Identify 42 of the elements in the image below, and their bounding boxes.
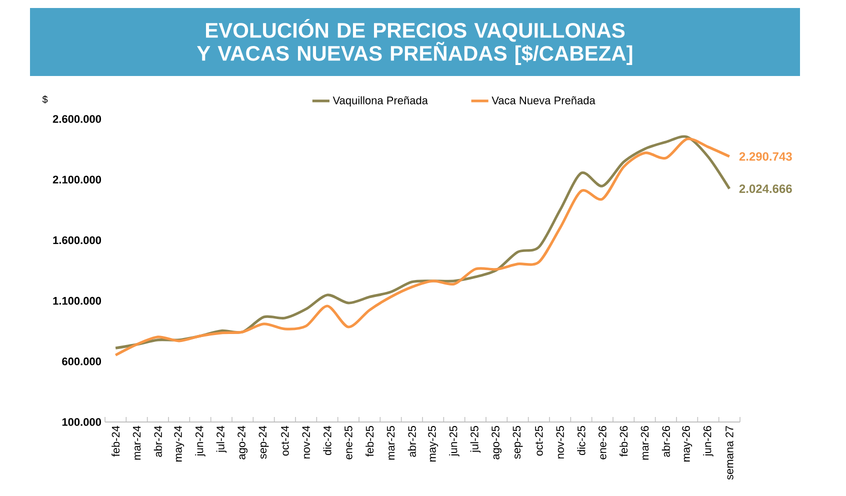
y-axis-title: $	[42, 95, 48, 104]
y-tick-label: 1.100.000	[53, 296, 102, 305]
legend-label: Vaca Nueva Preñada	[492, 96, 596, 104]
x-tick-label: mar-24	[132, 426, 141, 460]
x-tick-label: may-25	[428, 426, 438, 462]
x-tick-label: oct-24	[281, 426, 289, 456]
x-tick-label: abr-24	[154, 426, 162, 457]
y-tick-label: 2.600.000	[52, 115, 102, 123]
x-tick-label: jun-26	[703, 426, 714, 456]
y-tick-label: 1.600.000	[53, 236, 102, 244]
y-tick-label: 2.100.000	[52, 176, 102, 184]
x-tick-label: sep-25	[512, 426, 523, 459]
x-tick-label: ene-26	[598, 426, 606, 460]
x-tick-label: dic-24	[323, 426, 332, 456]
x-tick-label: mar-25	[386, 426, 395, 460]
x-tick-label: jul-24	[216, 426, 227, 453]
y-tick-label: 100.000	[62, 418, 102, 426]
x-tick-label: jun-24	[195, 426, 206, 456]
x-tick-label: feb-24	[112, 426, 120, 457]
x-tick-label: sep-24	[258, 426, 269, 459]
x-tick-label: may-24	[174, 426, 184, 462]
x-tick-label: feb-25	[366, 426, 374, 457]
x-tick-label: abr-25	[408, 426, 416, 457]
x-tick-label: ago-24	[238, 426, 248, 460]
x-tick-label: dic-25	[577, 426, 586, 456]
legend-label: Vaquillona Preñada	[332, 96, 428, 106]
x-tick-label: semana 27	[726, 426, 734, 480]
x-tick-label: abr-26	[662, 426, 670, 457]
y-tick-label: 600.000	[62, 358, 102, 366]
x-tick-label: nov-25	[556, 426, 564, 458]
data-label: 2.024.666	[739, 184, 792, 193]
x-tick-label: oct-25	[535, 426, 543, 456]
chart-title: EVOLUCIÓN DE PRECIOS VAQUILLONAS Y VACAS NUEVAS PREÑADAS [$/CABEZA]	[196, 19, 632, 65]
x-tick-label: ago-25	[492, 426, 502, 460]
x-tick-label: may-26	[682, 426, 692, 462]
x-tick-label: feb-26	[620, 426, 628, 457]
x-tick-label: mar-26	[640, 426, 649, 460]
x-tick-label: jul-25	[470, 426, 481, 453]
x-tick-label: ene-25	[344, 426, 352, 460]
x-tick-label: nov-24	[302, 426, 310, 458]
x-tick-label: jun-25	[449, 426, 460, 456]
data-label: 2.290.743	[739, 152, 792, 161]
